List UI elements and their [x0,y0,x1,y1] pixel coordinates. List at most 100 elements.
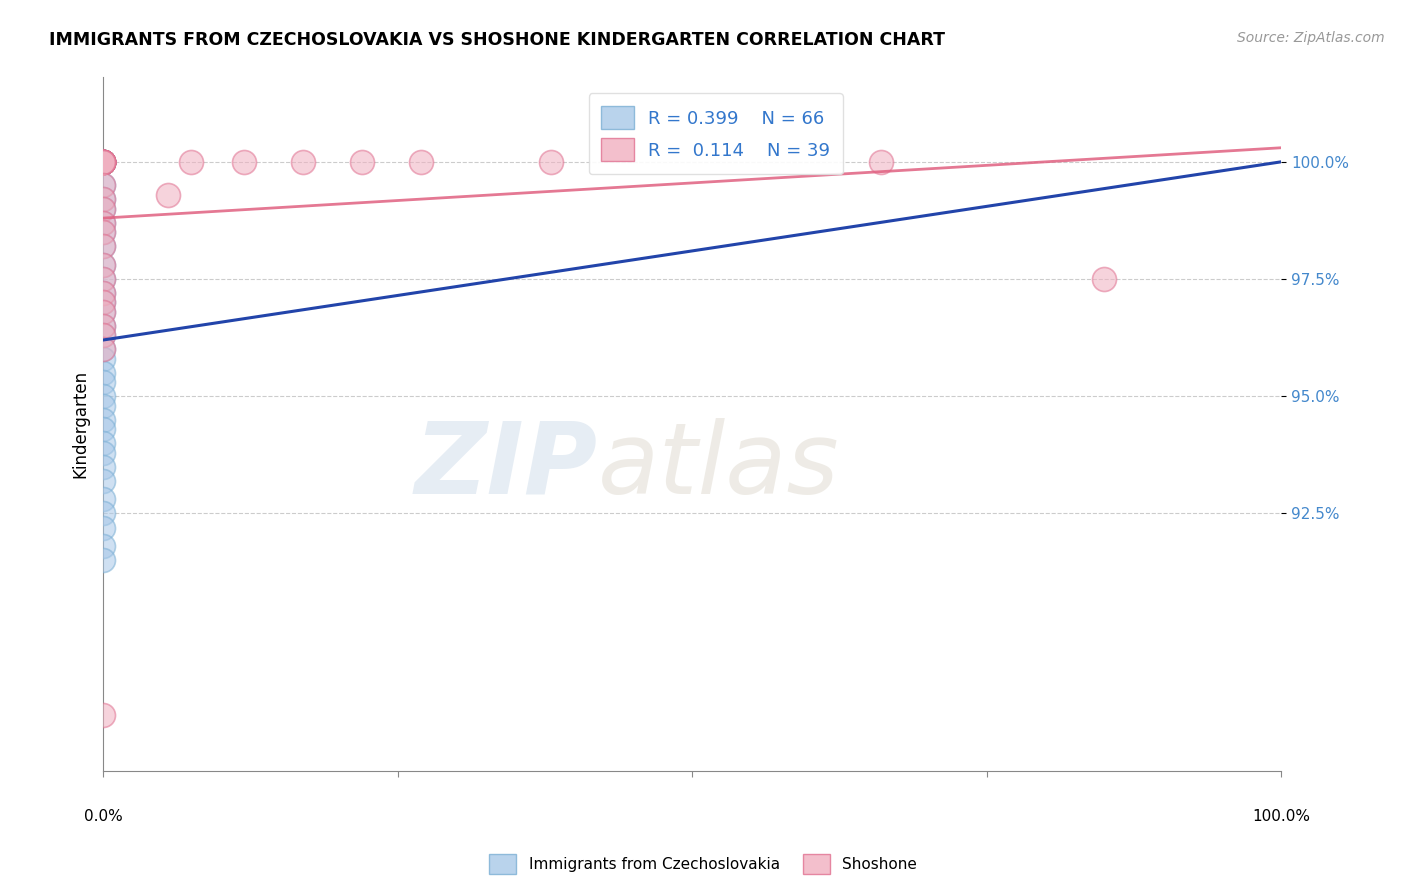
Point [91,286,114,301]
Point [91,154,114,169]
Point [91,154,114,169]
Point [91,225,114,239]
Point [91,154,114,169]
Point [91,154,114,169]
Point [91,553,114,567]
Point [91,239,114,253]
Point [233,154,256,169]
Point [91,154,114,169]
Text: 0.0%: 0.0% [84,809,122,824]
Point [91,192,114,206]
Point [91,154,114,169]
Point [91,492,114,507]
Point [91,202,114,216]
Point [91,154,114,169]
Point [91,154,114,169]
Point [91,154,114,169]
Point [91,154,114,169]
Text: ZIP: ZIP [415,417,598,515]
Point [91,459,114,474]
Point [91,154,114,169]
Point [91,343,114,357]
Point [91,154,114,169]
Point [91,272,114,286]
Point [91,154,114,169]
Point [91,154,114,169]
Point [869,154,891,169]
Point [91,154,114,169]
Point [91,343,114,357]
Point [91,154,114,169]
Point [91,154,114,169]
Point [91,239,114,253]
Point [91,154,114,169]
Point [91,318,114,333]
Point [91,202,114,216]
Point [91,305,114,319]
Point [91,445,114,459]
Point [91,295,114,310]
Point [91,474,114,488]
Legend: Immigrants from Czechoslovakia, Shoshone: Immigrants from Czechoslovakia, Shoshone [482,848,924,880]
Point [91,154,114,169]
Point [91,154,114,169]
Point [91,539,114,553]
Point [91,399,114,413]
Point [411,154,433,169]
Point [91,154,114,169]
Point [91,216,114,230]
Point [91,154,114,169]
Text: Source: ZipAtlas.com: Source: ZipAtlas.com [1237,31,1385,45]
Point [91,154,114,169]
Point [91,295,114,310]
Point [91,154,114,169]
Point [91,258,114,272]
Point [91,154,114,169]
Point [91,389,114,403]
Point [91,286,114,301]
Point [91,154,114,169]
Point [352,154,374,169]
Point [91,154,114,169]
Point [91,154,114,169]
Point [91,305,114,319]
Point [91,272,114,286]
Point [91,436,114,450]
Point [91,154,114,169]
Point [91,258,114,272]
Legend: R = 0.399    N = 66, R =  0.114    N = 39: R = 0.399 N = 66, R = 0.114 N = 39 [589,94,842,174]
Point [91,154,114,169]
Point [91,708,114,723]
Point [91,154,114,169]
Point [91,154,114,169]
Point [91,351,114,366]
Point [91,154,114,169]
Point [292,154,315,169]
Point [91,154,114,169]
Point [91,154,114,169]
Point [91,154,114,169]
Point [180,154,202,169]
Text: 100.0%: 100.0% [1253,809,1310,824]
Point [91,413,114,427]
Text: IMMIGRANTS FROM CZECHOSLOVAKIA VS SHOSHONE KINDERGARTEN CORRELATION CHART: IMMIGRANTS FROM CZECHOSLOVAKIA VS SHOSHO… [49,31,945,49]
Point [91,154,114,169]
Point [91,225,114,239]
Point [91,154,114,169]
Point [91,422,114,436]
Point [91,178,114,193]
Point [540,154,562,169]
Point [91,328,114,343]
Point [91,154,114,169]
Point [91,154,114,169]
Point [91,375,114,389]
Point [91,154,114,169]
Point [91,318,114,333]
Point [91,328,114,343]
Point [91,154,114,169]
Point [91,154,114,169]
Text: atlas: atlas [598,417,839,515]
Point [91,154,114,169]
Point [91,507,114,521]
Point [91,154,114,169]
